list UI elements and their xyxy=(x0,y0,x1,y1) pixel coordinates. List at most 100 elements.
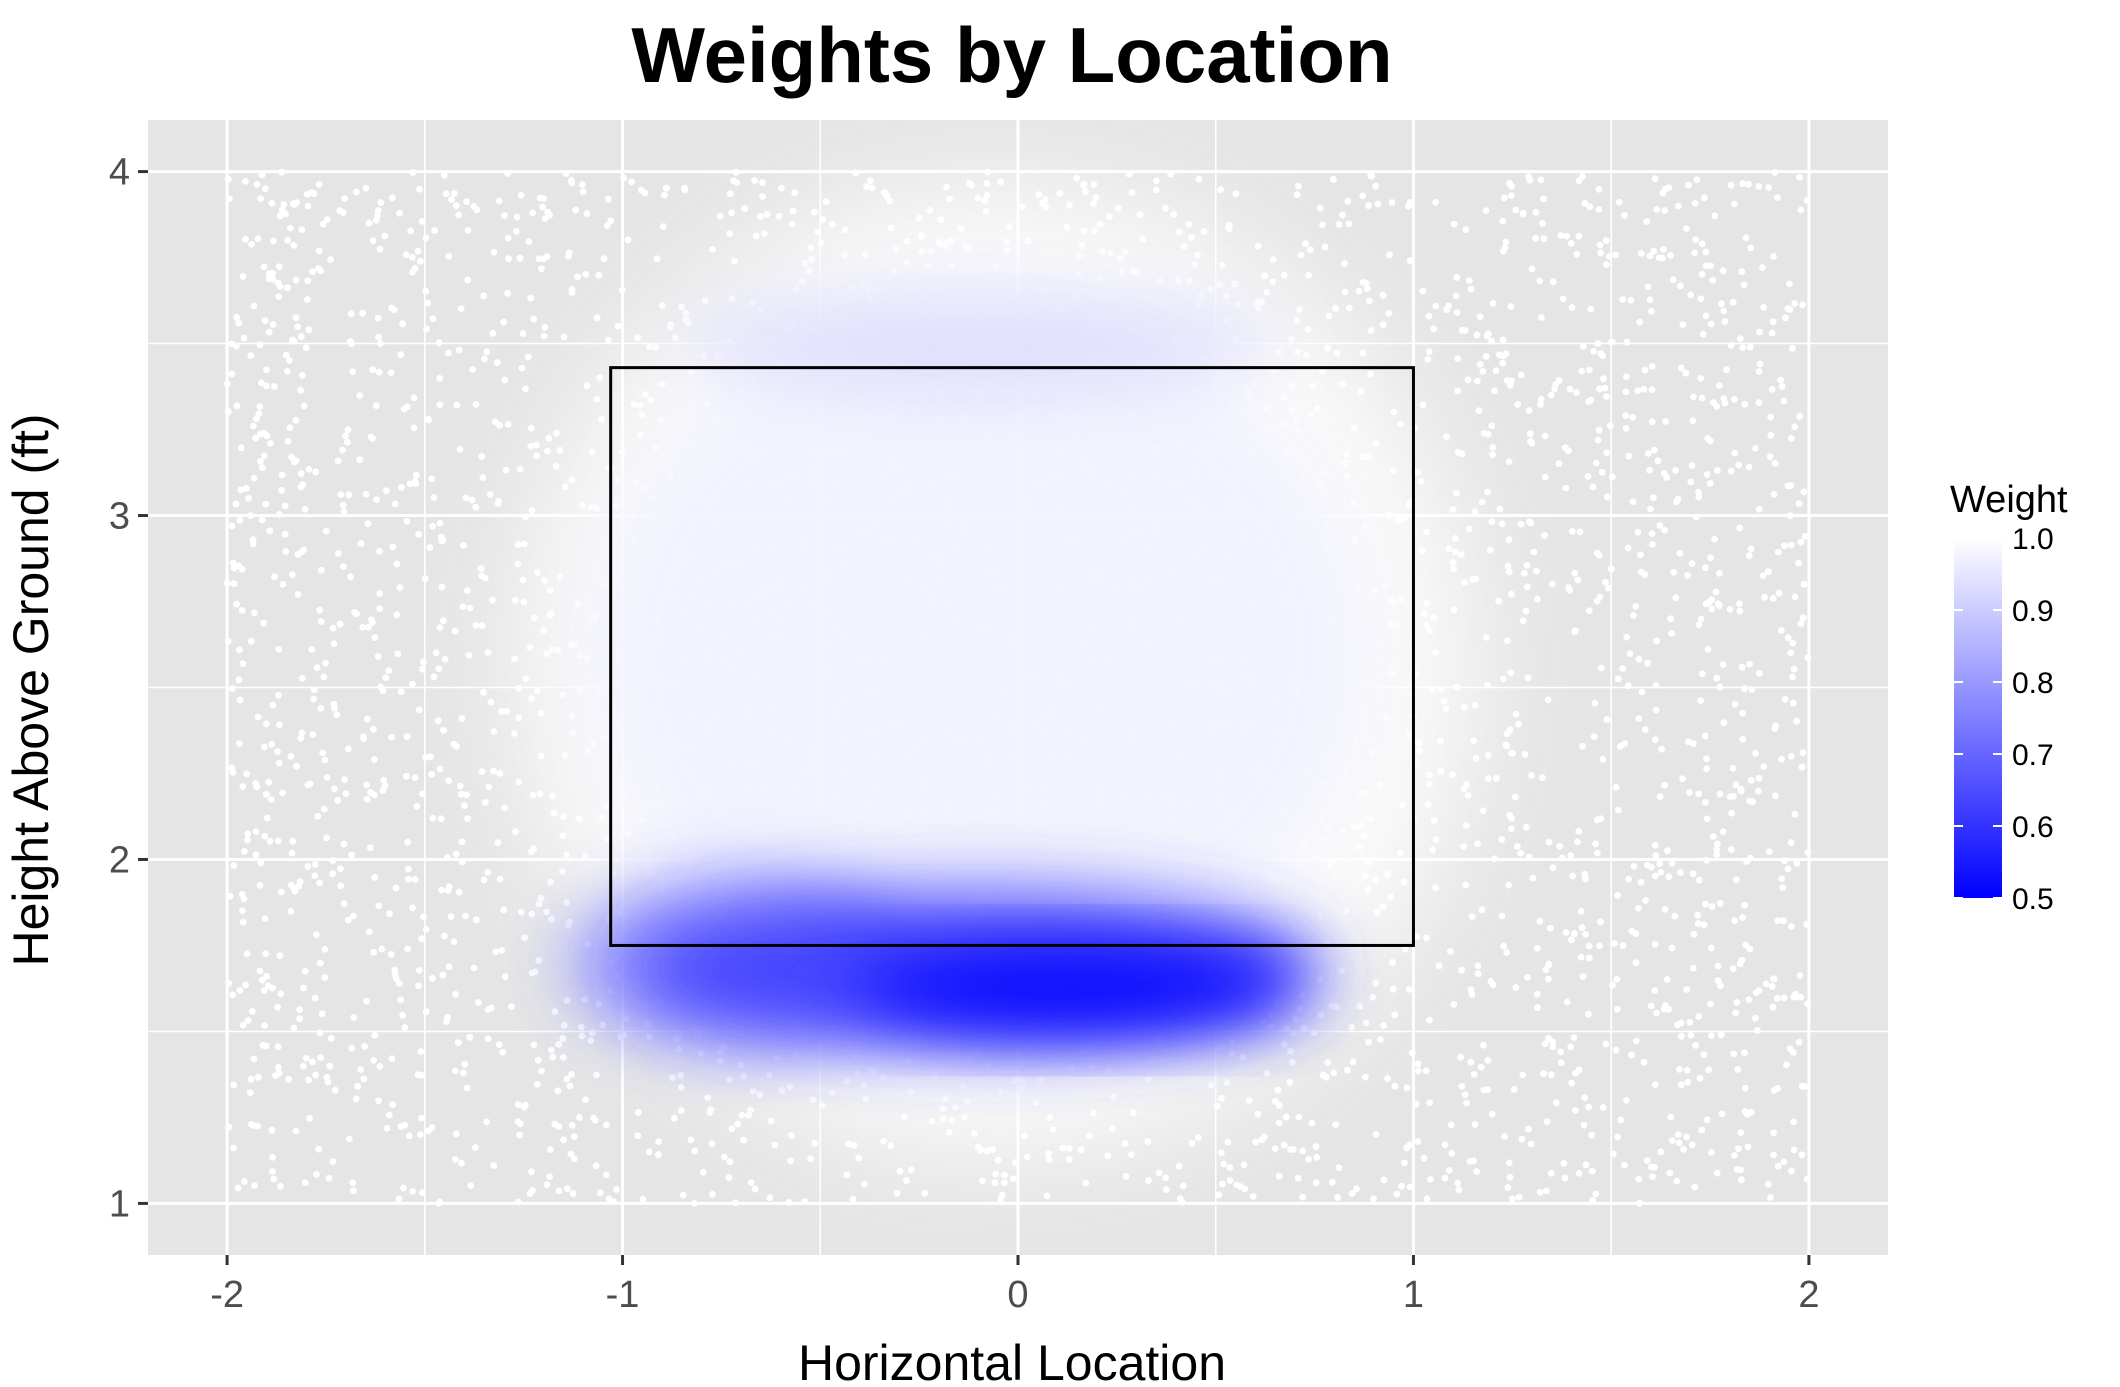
scatter-point xyxy=(317,618,325,625)
scatter-point xyxy=(1480,430,1488,437)
scatter-point xyxy=(244,830,252,838)
scatter-point xyxy=(301,505,309,513)
scatter-point xyxy=(1598,468,1606,476)
scatter-point xyxy=(313,664,321,671)
scatter-point xyxy=(376,605,383,612)
scatter-point xyxy=(1790,1049,1797,1056)
scatter-point xyxy=(1458,966,1465,974)
scatter-point xyxy=(375,902,383,910)
scatter-point xyxy=(1698,670,1706,678)
scatter-point xyxy=(1541,432,1549,440)
scatter-point xyxy=(238,607,246,614)
scatter-point xyxy=(490,248,498,256)
scatter-point xyxy=(1738,1176,1745,1184)
scatter-point xyxy=(284,368,291,375)
scatter-point xyxy=(391,500,399,508)
scatter-point xyxy=(1706,480,1714,487)
scatter-point xyxy=(1482,633,1490,641)
scatter-point xyxy=(1782,314,1789,322)
scatter-point xyxy=(1687,1031,1695,1039)
scatter-point xyxy=(260,987,268,994)
scatter-point xyxy=(1324,1059,1332,1066)
scatter-point xyxy=(1688,462,1696,469)
scatter-point xyxy=(1573,250,1581,258)
scatter-point xyxy=(1755,787,1762,795)
scatter-point xyxy=(472,503,480,511)
scatter-point xyxy=(369,618,376,626)
scatter-point xyxy=(230,1144,237,1152)
scatter-point xyxy=(387,369,395,376)
scatter-point xyxy=(264,982,272,990)
scatter-point xyxy=(1503,742,1511,750)
scatter-point xyxy=(1557,232,1565,239)
scatter-point xyxy=(1403,1084,1411,1092)
scatter-point xyxy=(1636,318,1644,326)
scatter-point xyxy=(1362,1019,1370,1027)
scatter-point xyxy=(560,1054,567,1061)
scatter-point xyxy=(560,1136,567,1144)
scatter-point xyxy=(1730,1152,1738,1159)
scatter-point xyxy=(499,1048,506,1056)
scatter-point xyxy=(903,1177,910,1184)
scatter-point xyxy=(1542,1187,1550,1195)
scatter-point xyxy=(1473,1168,1481,1175)
scatter-point xyxy=(1615,198,1623,206)
scatter-point xyxy=(483,348,491,356)
scatter-point xyxy=(1670,568,1678,576)
scatter-point xyxy=(534,1056,542,1064)
scatter-point xyxy=(1372,182,1380,190)
scatter-point xyxy=(288,336,296,344)
scatter-point xyxy=(1569,872,1576,880)
scatter-point xyxy=(1651,987,1659,994)
scatter-point xyxy=(1692,1041,1700,1049)
scatter-point xyxy=(653,255,661,263)
scatter-point xyxy=(566,918,574,926)
scatter-point xyxy=(1195,175,1203,183)
scatter-point xyxy=(279,581,287,588)
scatter-point xyxy=(225,979,233,987)
scatter-point xyxy=(521,1101,529,1109)
scatter-point xyxy=(269,1153,276,1161)
scatter-point xyxy=(1641,726,1649,733)
scatter-point xyxy=(1737,1129,1745,1136)
scatter-point xyxy=(1773,995,1781,1002)
scatter-point xyxy=(1585,1103,1593,1111)
scatter-point xyxy=(261,915,269,922)
scatter-point xyxy=(404,838,411,846)
scatter-point xyxy=(1524,674,1532,682)
legend: Weight 0.50.60.70.80.91.0 xyxy=(1950,479,2068,916)
scatter-point xyxy=(1389,985,1397,993)
scatter-point xyxy=(1733,1166,1741,1173)
scatter-point xyxy=(1789,639,1797,647)
scatter-point xyxy=(301,1179,309,1186)
y-axis-title: Height Above Ground (ft) xyxy=(3,413,59,966)
scatter-point xyxy=(441,655,449,663)
scatter-point xyxy=(329,870,336,878)
scatter-point xyxy=(1668,630,1675,637)
scatter-point xyxy=(1623,633,1631,641)
scatter-point xyxy=(1668,944,1676,952)
scatter-point xyxy=(1602,237,1610,245)
scatter-point xyxy=(1508,749,1516,757)
scatter-point xyxy=(370,948,378,956)
scatter-point xyxy=(1482,353,1490,360)
scatter-point xyxy=(472,622,480,629)
scatter-point xyxy=(1508,1195,1516,1203)
scatter-point xyxy=(1742,941,1750,949)
scatter-point xyxy=(1468,991,1476,998)
scatter-point xyxy=(1503,949,1511,956)
scatter-point xyxy=(1625,875,1632,883)
scatter-point xyxy=(466,604,474,612)
scatter-point xyxy=(1414,1067,1422,1075)
scatter-point xyxy=(1746,343,1754,351)
scatter-point xyxy=(334,796,342,804)
scatter-point xyxy=(1625,682,1632,690)
scatter-point xyxy=(436,1198,444,1206)
scatter-point xyxy=(1755,182,1763,190)
weight-region xyxy=(854,947,1300,1034)
scatter-point xyxy=(487,698,495,706)
scatter-point xyxy=(1767,413,1775,421)
scatter-point xyxy=(279,789,286,797)
scatter-point xyxy=(1756,360,1764,368)
scatter-point xyxy=(1676,549,1684,557)
